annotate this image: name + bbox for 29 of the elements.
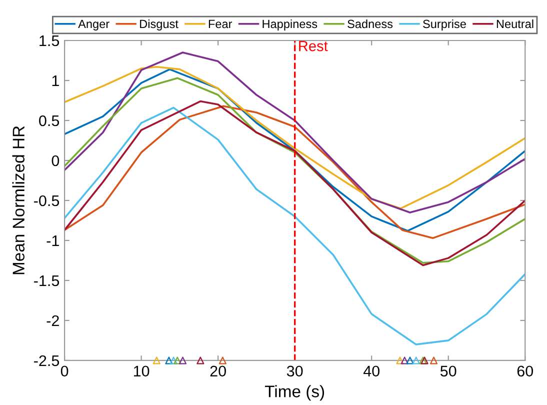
legend-label: Happiness (262, 19, 318, 30)
line-series (64, 105, 526, 239)
y-tick-label: -0.5 (34, 195, 60, 206)
y-tick-label: 0.5 (39, 115, 60, 126)
ref-line-label: Rest (299, 41, 328, 52)
x-tick-label: 0 (60, 366, 68, 377)
legend-label: Surprise (423, 19, 466, 30)
y-tick-label: -2 (46, 315, 59, 326)
y-tick-label: 1.5 (40, 36, 60, 46)
x-tick-label: 40 (363, 366, 380, 377)
y-tick-label: 1 (52, 76, 59, 86)
line-series (64, 106, 526, 346)
x-axis-title: Time (s) (264, 385, 324, 401)
x-tick-label: 30 (286, 366, 303, 377)
y-tick-label: 0 (52, 155, 60, 166)
x-tick-label: 10 (134, 366, 150, 377)
legend-label: Neutral (496, 19, 534, 28)
line-series (64, 68, 526, 232)
x-tick-label: 20 (210, 366, 226, 377)
x-tick-label: 50 (440, 366, 456, 377)
legend-label: Disgust (140, 19, 178, 30)
legend-label: Sadness (348, 19, 393, 28)
y-tick-label: -2.5 (34, 355, 60, 366)
y-axis-title: Mean Normlized HR (12, 126, 25, 274)
legend-label: Fear (208, 20, 232, 28)
y-tick-label: -1.5 (34, 275, 60, 286)
legend-label: Anger (78, 20, 110, 30)
y-tick-label: -1 (46, 235, 59, 246)
x-tick-label: 60 (517, 366, 534, 377)
